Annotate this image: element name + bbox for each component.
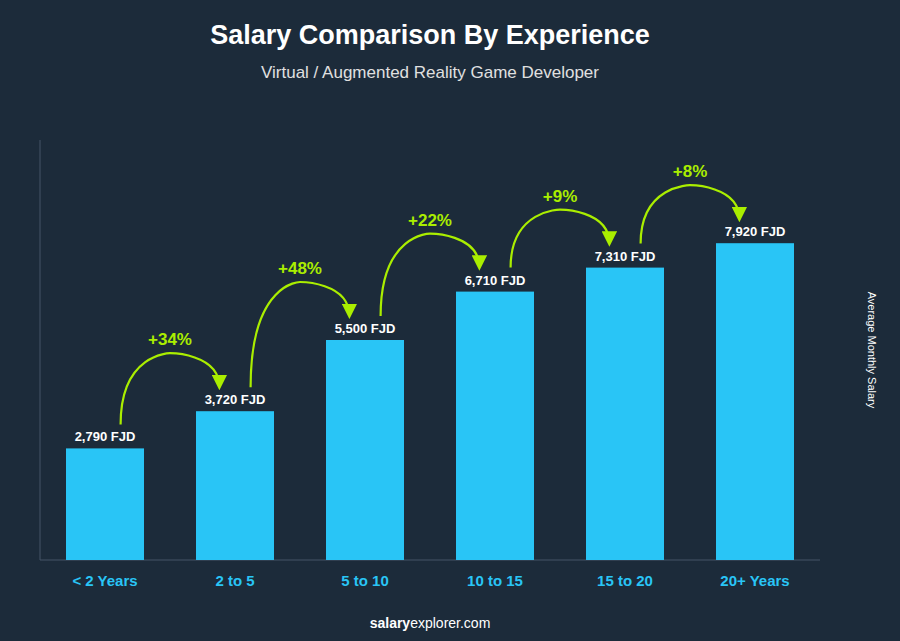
subtitle: Virtual / Augmented Reality Game Develop… [261,63,599,82]
data-label: 6,710 FJD [465,273,526,288]
title: Salary Comparison By Experience [210,20,650,50]
x-tick-label: 15 to 20 [597,572,653,589]
y-axis-line [40,140,41,560]
annotation: +48% [278,259,322,278]
bar [586,268,664,560]
watermark-part: salary [370,615,411,631]
growth-arrow [121,353,220,424]
x-tick-label: 5 to 10 [341,572,389,589]
background [0,0,900,641]
x-tick-label: 2 to 5 [215,572,254,589]
data-label: 3,720 FJD [205,392,266,407]
annotation: +34% [148,330,192,349]
watermark-part: explorer.com [410,615,490,631]
data-label: 7,310 FJD [595,249,656,264]
x-axis-line [40,560,820,561]
annotation: +22% [408,211,452,230]
bar [196,411,274,560]
growth-arrow [381,234,480,316]
x-tick-label: 10 to 15 [467,572,523,589]
bars [66,243,794,560]
bar [716,243,794,560]
growth-arrow [641,185,740,243]
data-label: 2,790 FJD [75,429,136,444]
x-tick-label: < 2 Years [72,572,137,589]
annotation: +9% [543,187,578,206]
data-label: 5,500 FJD [335,321,396,336]
bar [456,292,534,560]
chart-svg: Salary Comparison By Experience Virtual /… [0,0,900,641]
growth-arrow [251,282,350,387]
bar [66,448,144,560]
y-axis-label: Average Monthly Salary [866,292,878,409]
watermark: salaryexplorer.com [370,615,491,631]
chart-container: Salary Comparison By Experience Virtual /… [0,0,900,641]
x-tick-label: 20+ Years [720,572,789,589]
growth-arrows [121,185,740,424]
annotation: +8% [673,162,708,181]
data-label: 7,920 FJD [725,224,786,239]
bar [326,340,404,560]
growth-arrow [511,210,610,268]
